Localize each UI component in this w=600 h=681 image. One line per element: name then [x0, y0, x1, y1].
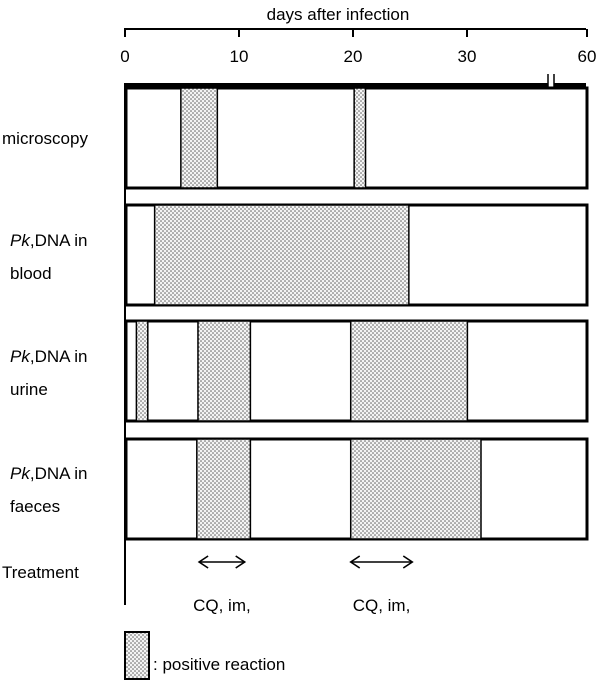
positive-fills [153, 204, 410, 306]
positive-interval [180, 87, 219, 189]
legend-text: : positive reaction [153, 655, 285, 674]
tick-label: 30 [458, 47, 477, 66]
row-label-line2: blood [10, 264, 52, 283]
tick-label: 10 [230, 47, 249, 66]
positive-interval [353, 87, 367, 189]
tick-label: 20 [344, 47, 363, 66]
tick-label: 0 [120, 47, 129, 66]
positive-fills [196, 438, 482, 540]
treatment-arrow [349, 555, 414, 569]
positive-fills [135, 320, 469, 422]
treatment-course-label: CQ, im, [193, 596, 251, 615]
row-microscopy: microscopy [2, 86, 589, 190]
treatment-arrow [197, 555, 247, 569]
row-faeces: Pk,DNA in faeces [10, 437, 589, 541]
row-label: Pk,DNA in [10, 231, 87, 250]
positive-interval [153, 204, 410, 306]
row-label: Pk,DNA in [10, 464, 87, 483]
tick-label: 60 [578, 47, 597, 66]
row-label-line2: urine [10, 380, 48, 399]
positive-interval [197, 320, 252, 422]
positive-interval [135, 320, 149, 422]
row-label-line2: faeces [10, 497, 60, 516]
row-blood: Pk,DNA in blood [10, 203, 589, 307]
treatment-courses: CQ, im, CQ, im, [193, 555, 414, 615]
positive-fills [180, 87, 367, 189]
row-urine: Pk,DNA in urine [10, 319, 589, 423]
positive-interval [196, 438, 252, 540]
positive-interval [349, 438, 482, 540]
legend: : positive reaction [124, 631, 285, 680]
treatment-course-label: CQ, im, [353, 596, 411, 615]
row-label: Pk,DNA in [10, 347, 87, 366]
x-axis-label: days after infection [267, 5, 410, 24]
legend-swatch [124, 631, 150, 680]
row-label: microscopy [2, 129, 88, 148]
positive-interval [349, 320, 469, 422]
x-axis-ticks: 0 10 20 30 60 [120, 29, 596, 66]
treatment-label: Treatment [2, 563, 79, 582]
